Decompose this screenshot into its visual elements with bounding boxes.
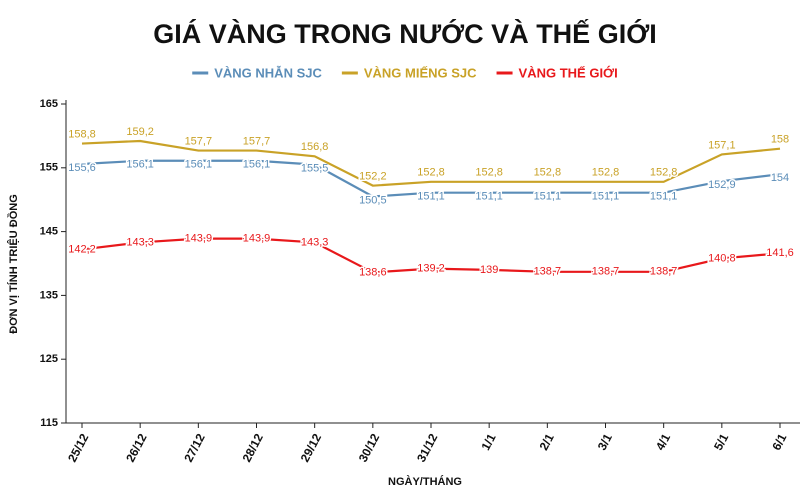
x-axis-label: NGÀY/THÁNG [388,475,462,488]
y-tick-label: 165 [40,98,58,110]
data-label: 157,7 [185,135,213,147]
x-tick-label: 28/12 [239,431,266,464]
data-label: 152,8 [417,167,445,179]
data-label: 151,1 [417,191,445,203]
data-label: 138,7 [650,266,678,278]
data-label: 157,1 [708,139,736,151]
data-label: 143,3 [301,236,329,248]
data-label: 138,6 [359,266,387,278]
series-line [81,139,781,187]
data-label: 139 [480,264,498,276]
data-label: 152,9 [708,179,736,191]
data-label: 141,6 [766,247,794,259]
data-label: 159,2 [126,126,154,138]
data-label: 140,8 [708,252,736,264]
data-label: 138,7 [534,266,562,278]
data-label: 151,1 [650,191,678,203]
data-label: 152,2 [359,171,387,183]
data-label: 154 [771,172,789,184]
data-label: 156,1 [126,159,154,171]
data-label: 151,1 [592,191,620,203]
x-tick-label: 26/12 [123,431,150,464]
legend-label: VÀNG THẾ GIỚI [519,65,618,80]
data-label: 139,2 [417,263,445,275]
legend: VÀNG NHẪN SJC VÀNG MIẾNG SJC VÀNG THẾ GIỚI [192,65,618,80]
data-label: 150,5 [359,194,387,206]
x-tick-label: 5/1 [711,431,731,453]
series-line [81,159,781,198]
data-label: 158 [771,134,789,146]
y-axis-label: ĐƠN VỊ TÍNH TRIỆU ĐỒNG [7,194,20,334]
data-label: 156,1 [243,159,271,171]
y-tick-label: 135 [40,289,58,301]
data-label: 143,9 [185,233,213,245]
x-tick-label: 2/1 [537,431,557,453]
data-label: 138,7 [592,266,620,278]
legend-label: VÀNG NHẪN SJC [214,65,322,80]
x-tick-label: 6/1 [769,431,789,453]
data-label: 151,1 [534,191,562,203]
data-label: 155,6 [68,162,96,174]
data-label: 156,8 [301,141,329,153]
data-label: 143,3 [126,236,154,248]
data-label: 152,8 [650,167,678,179]
legend-label: VÀNG MIẾNG SJC [364,65,477,80]
x-tick-label: 1/1 [478,431,498,453]
x-tick-label: 25/12 [65,431,92,464]
y-tick-label: 155 [40,162,58,174]
x-tick-label: 27/12 [181,431,208,464]
x-tick-label: 29/12 [298,431,325,464]
x-tick-label: 31/12 [414,431,441,464]
y-tick-label: 145 [40,226,58,238]
data-label: 151,1 [475,191,503,203]
data-label: 143,9 [243,233,271,245]
data-label: 158,8 [68,128,96,140]
data-label: 152,8 [534,167,562,179]
series-line [81,237,781,274]
data-label: 155,5 [301,163,329,175]
data-label: 156,1 [185,159,213,171]
y-tick-label: 125 [40,353,58,365]
data-label: 152,8 [475,167,503,179]
y-tick-label: 115 [40,417,58,429]
chart-title: GIÁ VÀNG TRONG NƯỚC VÀ THẾ GIỚI [153,18,656,49]
x-tick-label: 3/1 [595,431,615,453]
data-label: 152,8 [592,167,620,179]
x-tick-label: 4/1 [653,431,673,453]
data-label: 142,2 [68,243,96,255]
x-tick-label: 30/12 [356,431,383,464]
data-label: 157,7 [243,135,271,147]
